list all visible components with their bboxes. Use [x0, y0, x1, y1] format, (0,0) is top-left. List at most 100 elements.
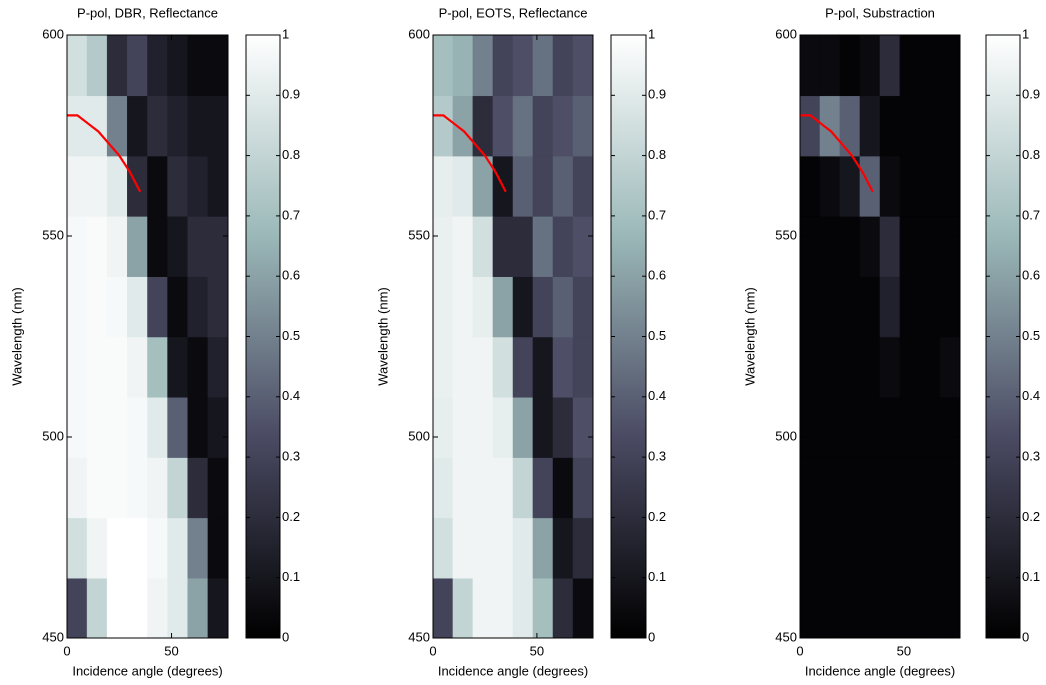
x-axis-label: Incidence angle (degrees): [72, 663, 222, 678]
heat-cell: [147, 517, 169, 579]
heat-cell: [207, 456, 228, 519]
heat-cell: [167, 95, 189, 157]
heat-cell: [512, 396, 534, 458]
heat-cell: [127, 396, 149, 458]
heat-cell: [532, 95, 554, 157]
heat-cell: [859, 396, 881, 458]
heat-cell: [572, 95, 593, 157]
heat-cell: [899, 456, 921, 519]
colorbar-tick-label: 0.4: [282, 388, 300, 403]
colorbar-tick-label: 0.9: [648, 87, 666, 102]
colorbar-tick-label: 0: [648, 629, 655, 644]
x-tick-label: 50: [164, 643, 178, 658]
heat-cell: [899, 95, 921, 157]
colorbar-tick-label: 0.1: [648, 569, 666, 584]
heat-cell: [819, 155, 841, 217]
colorbar-tick-label: 0.7: [282, 207, 300, 222]
y-tick-label: 500: [775, 428, 797, 443]
colorbar-tick-label: 0.2: [282, 509, 300, 524]
heat-cell: [859, 517, 881, 579]
x-axis-label: Incidence angle (degrees): [438, 663, 588, 678]
heat-cell: [127, 456, 149, 519]
heat-cell: [939, 35, 960, 97]
heat-cell: [512, 517, 534, 579]
heat-cell: [899, 215, 921, 277]
heat-cell: [433, 456, 454, 519]
heat-cell: [147, 456, 169, 519]
heat-cell: [512, 95, 534, 157]
heat-cell: [452, 577, 474, 638]
heat-cell: [187, 215, 209, 277]
heat-cell: [472, 336, 494, 398]
heat-cell: [147, 577, 169, 638]
heat-cell: [167, 577, 189, 638]
heat-cell: [492, 517, 514, 579]
overlay-line: [800, 114, 874, 193]
heat-cell: [919, 336, 941, 398]
heat-cell: [919, 155, 941, 217]
x-tick-label: 0: [429, 643, 436, 658]
heat-cell: [452, 275, 474, 338]
x-axis-label: Incidence angle (degrees): [805, 663, 955, 678]
heat-cell: [859, 456, 881, 519]
heat-cell: [187, 155, 209, 217]
heat-cell: [433, 396, 454, 458]
heat-cell: [167, 456, 189, 519]
heat-cell: [839, 336, 861, 398]
heat-cell: [492, 275, 514, 338]
heat-cell: [512, 336, 534, 398]
heat-cell: [532, 35, 554, 97]
heat-cell: [127, 275, 149, 338]
heat-cell: [919, 396, 941, 458]
colorbar-tick-label: 0.7: [648, 207, 666, 222]
heat-cell: [532, 215, 554, 277]
colorbar-tick-label: 0.3: [282, 449, 300, 464]
colorbar-tick-label: 0.8: [282, 147, 300, 162]
heat-cell: [800, 336, 821, 398]
heat-cell: [207, 155, 228, 217]
heat-cell: [919, 35, 941, 97]
heatmap: [67, 35, 228, 638]
heat-cell: [939, 275, 960, 338]
heat-cell: [86, 456, 108, 519]
heat-cell: [939, 95, 960, 157]
heat-cell: [819, 215, 841, 277]
heat-cell: [167, 275, 189, 338]
colorbar-tick-label: 0.6: [1022, 268, 1040, 283]
colorbar-tick-label: 0.3: [1022, 449, 1040, 464]
heat-cell: [899, 155, 921, 217]
heat-cell: [939, 517, 960, 579]
heat-cell: [919, 577, 941, 638]
heat-cell: [819, 456, 841, 519]
y-tick-label: 450: [408, 629, 430, 644]
heat-cell: [859, 336, 881, 398]
heat-cell: [452, 155, 474, 217]
heat-cell: [939, 456, 960, 519]
heat-cell: [147, 215, 169, 277]
x-tick-label: 50: [530, 643, 544, 658]
chart-title: P-pol, DBR, Reflectance: [77, 5, 218, 20]
heat-cell: [939, 215, 960, 277]
heat-cell: [86, 396, 108, 458]
heat-cell: [879, 95, 901, 157]
heat-cell: [859, 275, 881, 338]
colorbar-tick-label: 0.8: [648, 147, 666, 162]
y-axis-label: Wavelength (nm): [9, 287, 24, 386]
colorbar-tick-label: 0.2: [648, 509, 666, 524]
heat-cell: [919, 95, 941, 157]
heat-cell: [512, 456, 534, 519]
heat-cell: [859, 215, 881, 277]
heat-cell: [879, 396, 901, 458]
heat-cell: [552, 336, 574, 398]
heat-cell: [67, 396, 88, 458]
colorbar-tick-label: 0.4: [648, 388, 666, 403]
heat-cell: [106, 95, 129, 157]
colorbar: [610, 34, 647, 639]
heat-cell: [819, 577, 841, 638]
heat-cell: [452, 456, 474, 519]
heat-cell: [187, 275, 209, 338]
heat-cell: [572, 155, 593, 217]
heat-cell: [859, 35, 881, 97]
heat-cell: [552, 517, 574, 579]
heat-cell: [552, 155, 574, 217]
